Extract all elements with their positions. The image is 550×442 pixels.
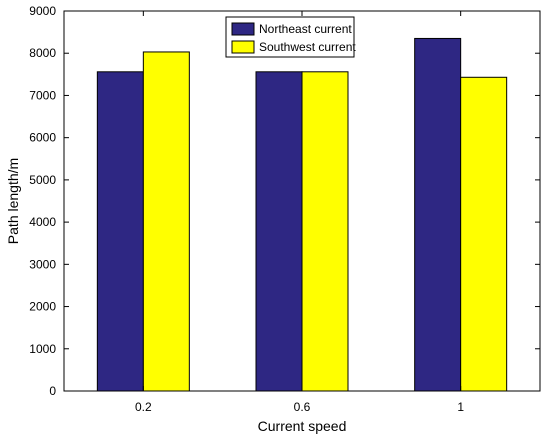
y-tick-label: 7000 [29,88,56,102]
x-tick-label: 0.2 [135,400,152,414]
y-tick-label: 2000 [29,300,56,314]
legend: Northeast current Southwest current [225,16,356,58]
x-axis: 0.2 0.6 1 [135,11,464,414]
x-tick-label: 1 [457,400,464,414]
bar-southwest-1 [460,76,508,392]
bar-southwest-0.2 [142,51,190,392]
y-tick-label: 8000 [29,46,56,60]
y-tick-label: 0 [49,384,56,398]
y-tick-label: 6000 [29,131,56,145]
y-axis-title: Path length/m [5,158,21,244]
y-tick-label: 4000 [29,215,56,229]
bar-southwest-0.6 [301,71,349,392]
y-tick-label: 1000 [29,342,56,356]
x-axis-title: Current speed [258,418,347,434]
legend-label-northeast: Northeast current [259,22,352,36]
legend-label-southwest: Southwest current [259,40,356,54]
x-tick-label: 0.6 [294,400,311,414]
bar-northeast-1 [414,37,462,392]
legend-swatch-northeast [231,22,255,36]
chart-marks [96,37,508,392]
y-axis: 0 1000 2000 3000 4000 5000 6000 7000 8000 9000 [29,4,540,398]
bar-northeast-0.6 [255,71,303,392]
y-tick-label: 5000 [29,173,56,187]
bar-northeast-0.2 [96,71,144,392]
y-tick-label: 9000 [29,4,56,18]
y-tick-label: 3000 [29,257,56,271]
legend-swatch-southwest [231,40,255,54]
